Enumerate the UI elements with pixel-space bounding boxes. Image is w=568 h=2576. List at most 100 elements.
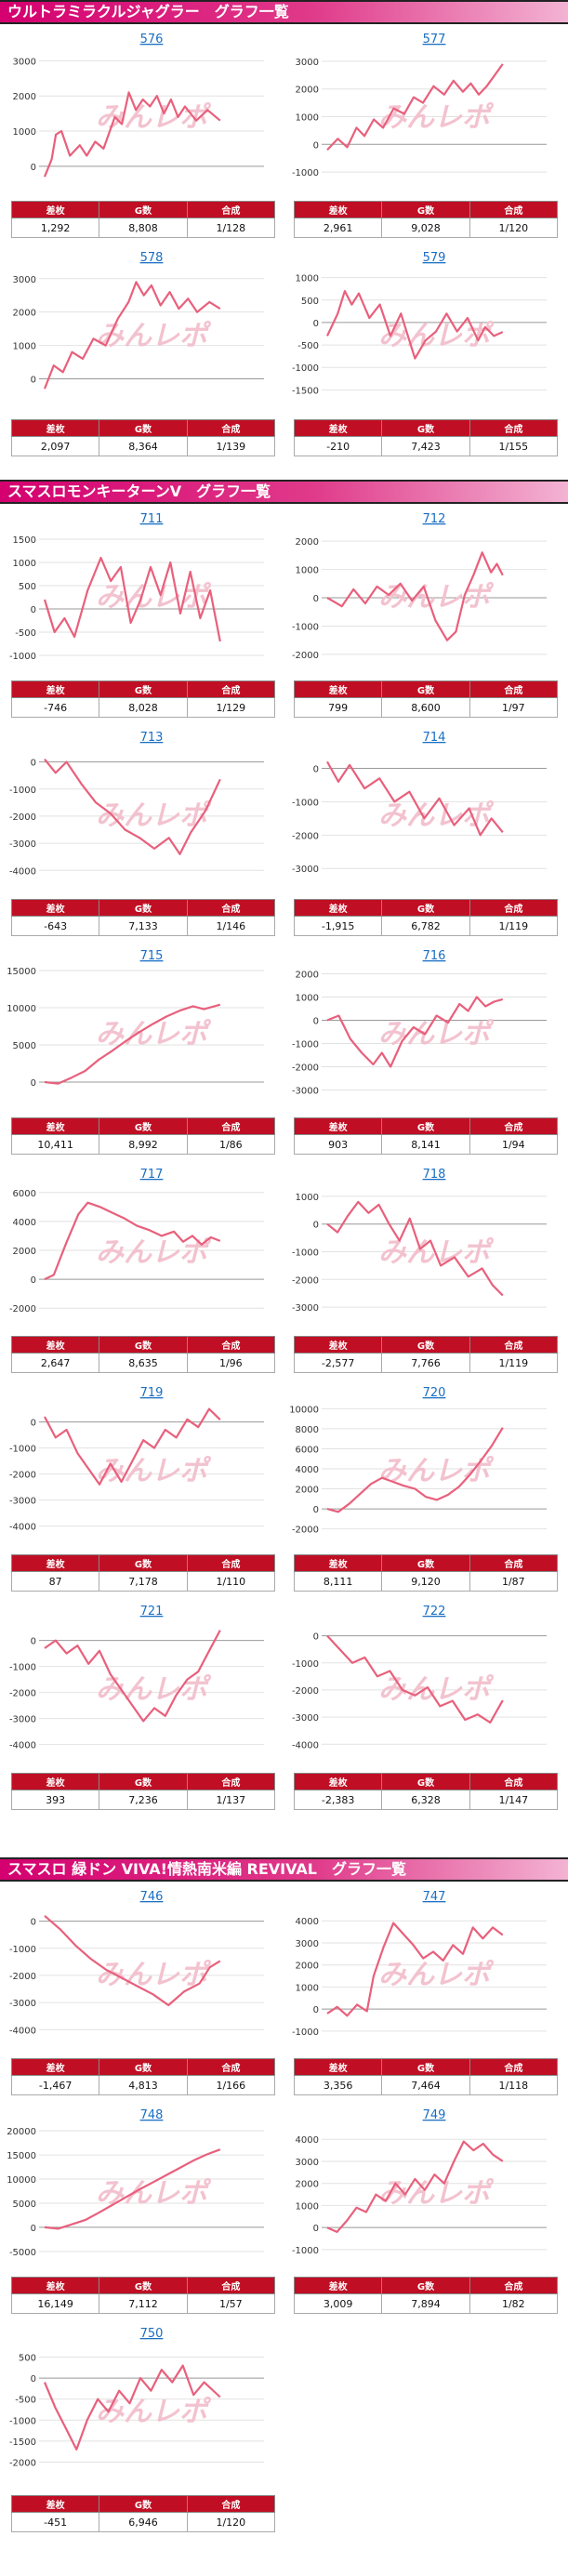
stats-header: 差枚 <box>10 2495 100 2513</box>
stats-value-row: 10,411 8,992 1/86 <box>10 1134 276 1155</box>
machine-number-link[interactable]: 722 <box>423 1605 446 1618</box>
stats-header: 合成 <box>469 1336 559 1354</box>
series-line <box>44 1201 221 1281</box>
line-chart-749: 749 -1000 0 1000 2000 3000 4000 みんレポ <box>292 2108 547 2256</box>
machine-number-link[interactable]: 719 <box>140 1386 164 1400</box>
machine-number-link[interactable]: 717 <box>140 1168 164 1182</box>
diff-value: -746 <box>10 697 100 718</box>
machine-number-link[interactable]: 716 <box>423 949 446 963</box>
watermark-logo: みんレポ <box>96 2396 212 2428</box>
line-chart-747: 747 -1000 0 1000 2000 3000 4000 みんレポ <box>292 1890 547 2038</box>
games-value: 6,328 <box>381 1790 470 1810</box>
stats-header: 差枚 <box>10 1773 100 1790</box>
diff-value: 2,961 <box>293 218 383 238</box>
machine-number-link[interactable]: 578 <box>140 251 164 265</box>
games-value: 9,028 <box>381 218 470 238</box>
series-line <box>326 1427 504 1513</box>
series-line <box>44 759 221 855</box>
section-header: ウルトラミラクルジャグラー グラフ一覧 <box>0 0 568 24</box>
watermark-logo: みんレポ <box>96 1673 212 1706</box>
diff-value: -643 <box>10 916 100 936</box>
series-line <box>44 1003 221 1085</box>
machine-number-link[interactable]: 750 <box>140 2327 164 2341</box>
diff-value: 799 <box>293 697 383 718</box>
y-tick-label: 0 <box>313 1221 319 1231</box>
stats-header-row: 差枚 G数 合成 <box>10 1554 276 1572</box>
stats-header: G数 <box>381 1117 470 1135</box>
machine-number-link[interactable]: 711 <box>140 512 164 526</box>
y-tick-label: 500 <box>19 582 36 592</box>
stats-table: 差枚 G数 合成 -746 8,028 1/129 <box>10 680 276 718</box>
diff-value: -210 <box>293 436 383 456</box>
y-tick-label: -3000 <box>9 1715 36 1725</box>
machine-number-link[interactable]: 747 <box>423 1890 446 1904</box>
stats-value-row: 393 7,236 1/137 <box>10 1790 276 1810</box>
stats-header: 合成 <box>469 1554 559 1572</box>
y-tick-label: 10000 <box>289 1405 319 1415</box>
series-line <box>326 1634 504 1724</box>
y-tick-label: -4000 <box>9 1741 36 1751</box>
machine-number-link[interactable]: 721 <box>140 1605 164 1618</box>
stats-header: 合成 <box>186 1117 276 1135</box>
machine-number-link[interactable]: 579 <box>423 251 446 265</box>
y-tick-label: 2000 <box>13 92 36 102</box>
rate-value: 1/94 <box>469 1134 559 1155</box>
stats-value-row: 799 8,600 1/97 <box>293 697 559 718</box>
machine-number-link[interactable]: 712 <box>423 512 446 526</box>
y-tick-label: 5000 <box>13 2200 36 2210</box>
stats-value-row: 1,292 8,808 1/128 <box>10 218 276 238</box>
line-chart-713: 713 -4000 -3000 -2000 -1000 0 みんレポ <box>9 731 264 877</box>
y-tick-label: 1000 <box>13 127 36 138</box>
y-tick-label: -1000 <box>292 1248 319 1258</box>
y-tick-label: 2000 <box>296 1962 319 1972</box>
machine-number-link[interactable]: 749 <box>423 2108 446 2122</box>
rate-value: 1/96 <box>186 1353 276 1373</box>
machine-number-link[interactable]: 713 <box>140 731 164 745</box>
series-line <box>44 1630 221 1723</box>
watermark-logo: みんレポ <box>378 2177 495 2210</box>
series-line <box>44 1914 221 2007</box>
y-tick-label: -1000 <box>9 2416 36 2426</box>
y-tick-label: 0 <box>31 375 36 385</box>
stats-table: 差枚 G数 合成 799 8,600 1/97 <box>293 680 559 718</box>
series-line <box>43 2364 221 2451</box>
stats-header: G数 <box>99 899 188 917</box>
stats-header: G数 <box>99 201 188 218</box>
machine-number-link[interactable]: 576 <box>140 33 164 46</box>
rate-value: 1/86 <box>186 1134 276 1155</box>
games-value: 7,112 <box>99 2293 188 2314</box>
stats-header: G数 <box>381 899 470 917</box>
y-tick-label: -3000 <box>9 1999 36 2009</box>
watermark-logo: みんレポ <box>96 1236 212 1269</box>
y-tick-label: -1000 <box>9 652 36 662</box>
games-value: 7,423 <box>381 436 470 456</box>
machine-number-link[interactable]: 718 <box>423 1168 446 1182</box>
machine-number-link[interactable]: 714 <box>423 731 446 745</box>
stats-value-row: 3,356 7,464 1/118 <box>293 2075 559 2095</box>
machine-number-link[interactable]: 746 <box>140 1890 164 1904</box>
stats-header: 合成 <box>186 2058 276 2076</box>
machine-number-link[interactable]: 720 <box>423 1386 446 1400</box>
rate-value: 1/97 <box>469 697 559 718</box>
rate-value: 1/119 <box>469 916 559 936</box>
stats-table: 差枚 G数 合成 2,647 8,635 1/96 <box>10 1336 276 1373</box>
stats-table: 差枚 G数 合成 87 7,178 1/110 <box>10 1554 276 1592</box>
watermark-logo: みんレポ <box>96 799 212 832</box>
stats-value-row: -2,383 6,328 1/147 <box>293 1790 559 1810</box>
stats-value-row: 903 8,141 1/94 <box>293 1134 559 1155</box>
machine-number-link[interactable]: 748 <box>140 2108 164 2122</box>
games-value: 8,992 <box>99 1134 188 1155</box>
y-tick-label: -2000 <box>292 1063 319 1074</box>
machine-number-link[interactable]: 577 <box>423 33 446 46</box>
machine-number-link[interactable]: 715 <box>140 949 164 963</box>
games-value: 8,028 <box>99 697 188 718</box>
y-tick-label: -1000 <box>9 1663 36 1673</box>
y-tick-label: -1000 <box>292 798 319 808</box>
rate-value: 1/87 <box>469 1571 559 1592</box>
y-tick-label: 20000 <box>7 2127 36 2137</box>
y-tick-label: 0 <box>313 1505 319 1515</box>
diff-value: 3,356 <box>293 2075 383 2095</box>
stats-header: 差枚 <box>293 1773 383 1790</box>
